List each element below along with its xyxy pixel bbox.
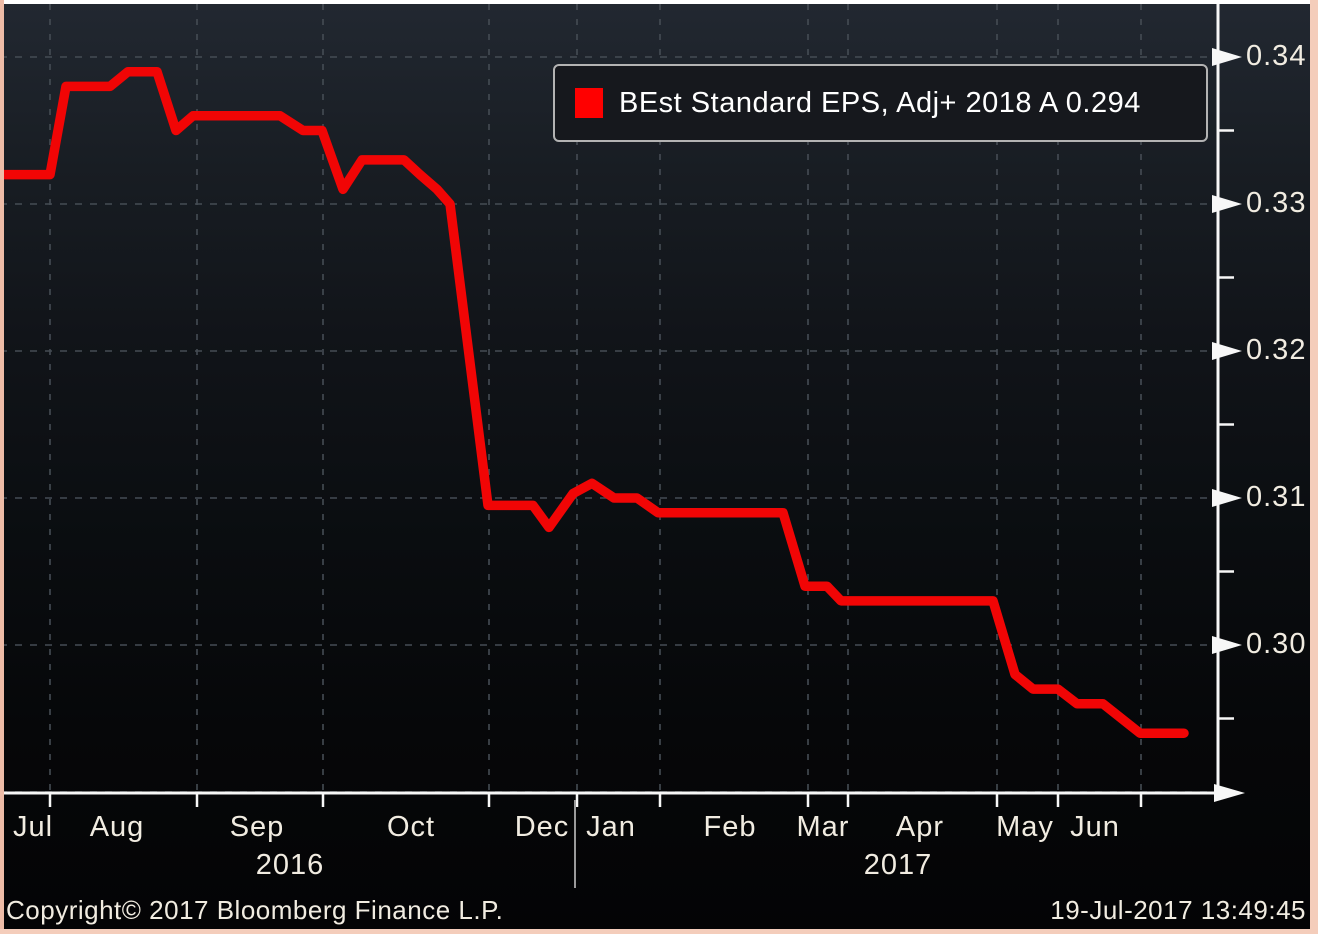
y-axis-label: 0.30 — [1246, 628, 1307, 660]
x-axis-month-label: Jul — [12, 811, 54, 843]
frame-border-right — [1310, 0, 1318, 934]
y-axis-label: 0.34 — [1246, 40, 1307, 72]
gridlines — [0, 4, 1218, 793]
x-axis-month-label: Jun — [1070, 811, 1120, 843]
x-axis-month-label: Mar — [796, 811, 850, 843]
x-axis-month-label: Feb — [703, 811, 757, 843]
y-tick-arrow-icon — [1212, 195, 1242, 213]
x-axis-arrow-icon — [1214, 784, 1245, 802]
x-axis-month-label: Jan — [586, 811, 636, 843]
x-axis-month-label: Aug — [89, 811, 145, 843]
y-tick-arrow-icon — [1212, 48, 1242, 66]
x-axis-month-label: Dec — [514, 811, 570, 843]
y-axis-label: 0.31 — [1246, 481, 1307, 513]
y-tick-arrow-icon — [1212, 636, 1242, 654]
x-axis-year-label: 2016 — [255, 849, 325, 881]
axes — [0, 4, 1245, 888]
y-axis-label: 0.32 — [1246, 334, 1307, 366]
price-line — [0, 66, 1189, 738]
x-axis-month-label: Oct — [386, 811, 436, 843]
legend-label: BEst Standard EPS, Adj+ 2018 A 0.294 — [619, 86, 1141, 119]
frame-border-top — [0, 0, 1318, 4]
eps-line — [0, 66, 1189, 738]
y-tick-arrow-icon — [1212, 342, 1242, 360]
timestamp-text: 19-Jul-2017 13:49:45 — [1050, 895, 1306, 925]
frame-border-bottom — [0, 929, 1318, 934]
copyright-text: Copyright© 2017 Bloomberg Finance L.P. — [6, 895, 504, 925]
frame-border-left — [0, 0, 4, 934]
legend[interactable]: BEst Standard EPS, Adj+ 2018 A 0.294 — [553, 64, 1208, 142]
x-axis-month-label: May — [996, 811, 1054, 843]
x-axis-month-label: Apr — [895, 811, 945, 843]
x-axis-month-label: Sep — [229, 811, 285, 843]
y-tick-arrow-icon — [1212, 489, 1242, 507]
x-axis-year-label: 2017 — [863, 849, 933, 881]
series-swatch-icon — [575, 88, 603, 118]
y-axis-label: 0.33 — [1246, 187, 1307, 219]
